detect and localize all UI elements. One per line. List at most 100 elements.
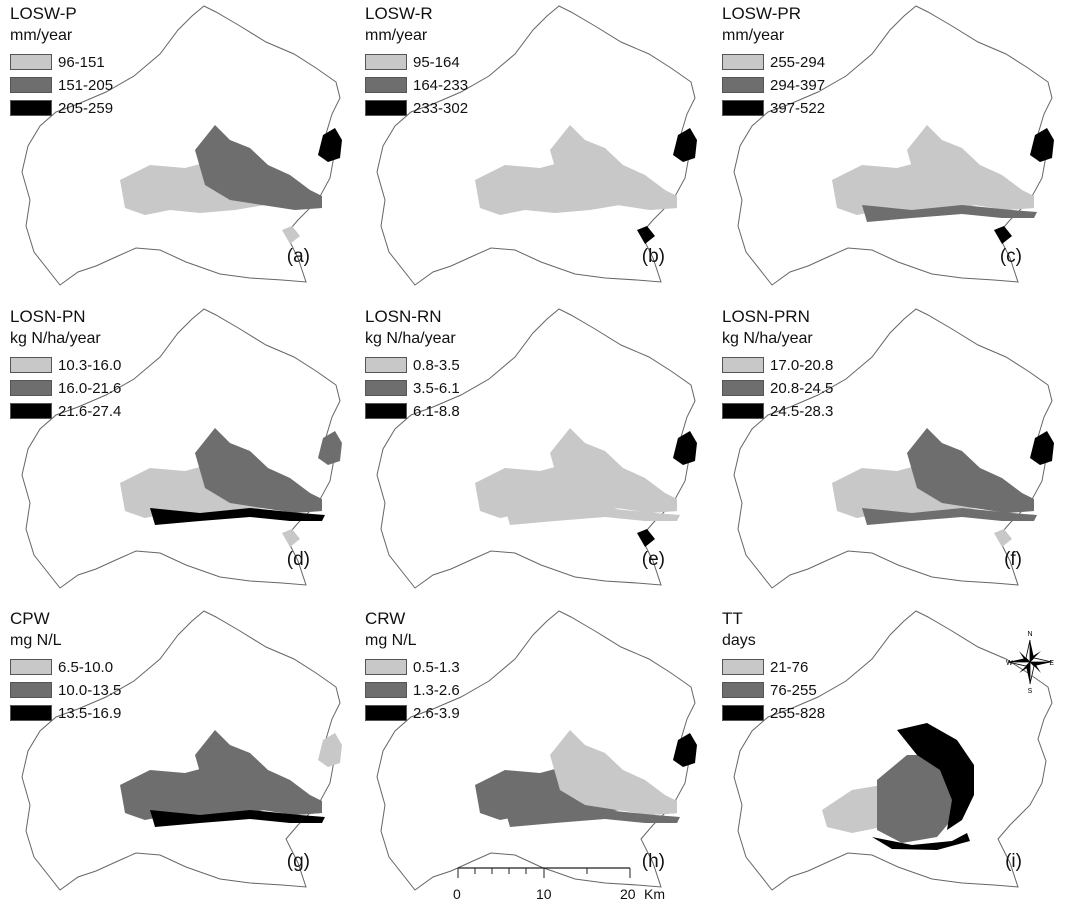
map-panel-c: LOSW-PR mm/year 255-294 294-397 397-522 (c): [712, 0, 1054, 290]
map-zone: [150, 810, 325, 827]
map-zone: [1030, 431, 1054, 465]
legend-swatch: [722, 403, 764, 419]
map-zone: [550, 428, 677, 513]
north-label: N: [1027, 631, 1032, 638]
legend-label: 6.1-8.8: [413, 403, 460, 420]
panel-title: LOSN-RN: [365, 307, 442, 326]
legend-swatch: [365, 54, 407, 70]
legend-swatch: [10, 54, 52, 70]
legend-label: 205-259: [58, 100, 114, 117]
map-zone: [637, 529, 655, 547]
map-zone: [550, 730, 677, 815]
legend-swatch: [722, 54, 764, 70]
legend-swatch: [10, 357, 52, 373]
panel-label: (f): [1004, 549, 1022, 570]
scale-tick-0: 0: [453, 886, 461, 902]
map-zone: [673, 128, 697, 162]
catchment-map: [376, 308, 697, 589]
legend-label: 21-76: [770, 659, 809, 676]
legend-label: 21.6-27.4: [58, 403, 122, 420]
catchment-map: [733, 610, 1053, 891]
catchment-boundary: [376, 610, 696, 891]
legend-swatch: [10, 659, 52, 675]
scale-tick-20: 20: [620, 886, 636, 902]
legend-label: 1.3-2.6: [413, 682, 460, 699]
legend-label: 255-294: [770, 54, 826, 71]
scale-bar: 0 10 20 Km: [448, 864, 688, 908]
catchment-boundary: [376, 5, 696, 286]
catchment-boundary: [733, 308, 1053, 589]
legend-label: 3.5-6.1: [413, 380, 460, 397]
legend-label: 255-828: [770, 705, 826, 722]
legend-label: 294-397: [770, 77, 826, 94]
map-zone: [195, 125, 322, 210]
catchment-map: [21, 308, 342, 589]
east-label: E: [1049, 660, 1054, 667]
catchment-map: [21, 610, 342, 891]
legend-swatch: [10, 705, 52, 721]
panel-label: (h): [641, 851, 665, 872]
legend-label: 233-302: [413, 100, 469, 117]
map-zone: [673, 431, 697, 465]
panel-label: (e): [641, 549, 665, 570]
map-panel-f: LOSN-PRN kg N/ha/year 17.0-20.8 20.8-24.5 24…: [712, 303, 1054, 593]
legend-swatch: [365, 77, 407, 93]
catchment-map: [733, 5, 1054, 286]
panel-unit: mg N/L: [365, 632, 417, 649]
map-zone: [195, 428, 322, 513]
legend-label: 0.8-3.5: [413, 357, 460, 374]
panel-unit: days: [722, 632, 756, 649]
legend-swatch: [722, 659, 764, 675]
legend-label: 10.0-13.5: [58, 682, 122, 699]
catchment-map: [733, 308, 1054, 589]
map-zone: [994, 529, 1012, 547]
panel-title: CRW: [365, 609, 406, 628]
legend-swatch: [10, 77, 52, 93]
legend-swatch: [722, 705, 764, 721]
panel-unit: mg N/L: [10, 632, 62, 649]
map-zone: [1030, 128, 1054, 162]
legend-label: 0.5-1.3: [413, 659, 460, 676]
map-zone: [673, 733, 697, 767]
legend-swatch: [10, 100, 52, 116]
legend-swatch: [722, 380, 764, 396]
panel-title: LOSN-PRN: [722, 307, 810, 326]
map-panel-e: LOSN-RN kg N/ha/year 0.8-3.5 3.5-6.1 6.1-8.8…: [355, 303, 697, 593]
legend-swatch: [10, 380, 52, 396]
map-zone: [994, 226, 1012, 244]
map-zone: [637, 226, 655, 244]
legend-swatch: [365, 659, 407, 675]
legend-swatch: [365, 100, 407, 116]
legend-label: 95-164: [413, 54, 460, 71]
map-zone: [318, 431, 342, 465]
panel-unit: kg N/ha/year: [722, 330, 813, 347]
panel-label: (c): [999, 246, 1022, 267]
map-panel-d: LOSN-PN kg N/ha/year 10.3-16.0 16.0-21.6 21.…: [0, 303, 342, 593]
panel-title: LOSW-PR: [722, 4, 802, 23]
map-panel-g: CPW mg N/L 6.5-10.0 10.0-13.5 13.5-16.9 (g): [0, 605, 342, 895]
panel-unit: kg N/ha/year: [365, 330, 456, 347]
panel-unit: mm/year: [10, 27, 73, 44]
legend-swatch: [365, 380, 407, 396]
map-zone: [907, 428, 1034, 513]
legend-label: 17.0-20.8: [770, 357, 834, 374]
legend-swatch: [722, 77, 764, 93]
scale-bar-line: [457, 867, 631, 878]
panel-label: (b): [641, 246, 665, 267]
legend-label: 164-233: [413, 77, 469, 94]
catchment-boundary: [21, 610, 341, 891]
panel-title: TT: [722, 609, 743, 628]
compass-rose-icon: N S E W: [1005, 628, 1055, 699]
legend-swatch: [365, 682, 407, 698]
legend-label: 2.6-3.9: [413, 705, 460, 722]
panel-label: (a): [286, 246, 310, 267]
map-zone: [318, 733, 342, 767]
scale-unit: Km: [644, 886, 665, 902]
legend-label: 151-205: [58, 77, 114, 94]
legend-label: 96-151: [58, 54, 105, 71]
legend-swatch: [365, 403, 407, 419]
catchment-map: [21, 5, 342, 286]
legend-label: 76-255: [770, 682, 817, 699]
catchment-boundary: [21, 308, 341, 589]
